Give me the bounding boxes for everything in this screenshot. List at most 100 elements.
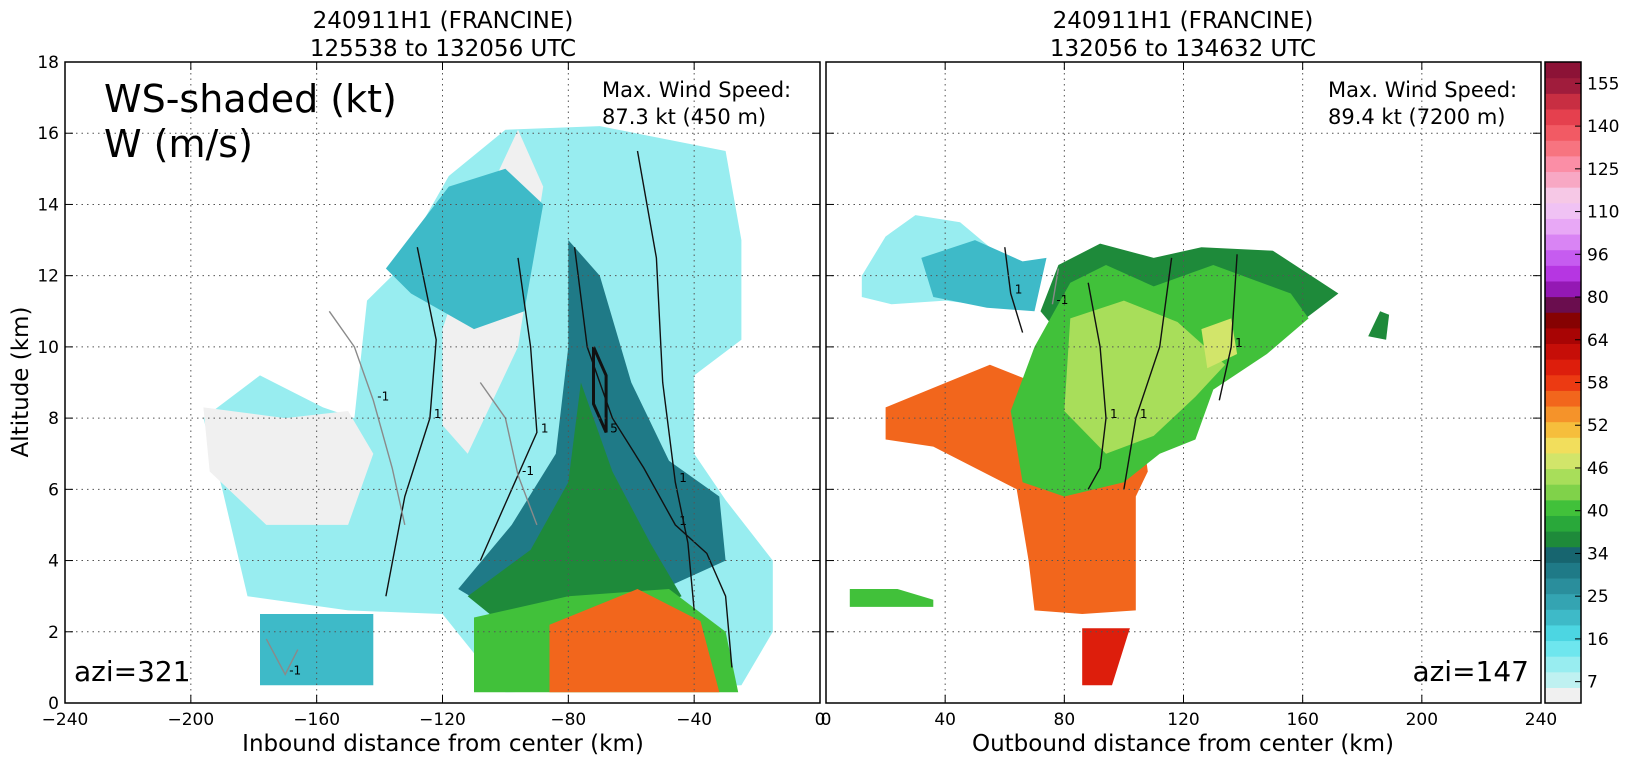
inbound-wind-shading [203, 126, 773, 693]
inbound-w-contour-label: -1 [522, 464, 534, 478]
inbound-field-purple-base [549, 589, 720, 693]
outbound-w-contour-5 [1051, 268, 1060, 305]
colorbar-swatch [1545, 374, 1581, 391]
outbound-field-dark-red [1064, 300, 1226, 454]
colorbar-tick-label: 110 [1587, 203, 1619, 223]
colorbar-swatch [1545, 640, 1581, 657]
inbound-w-contour-8 [265, 638, 299, 677]
outbound-x-tick-label: 240 [1525, 710, 1557, 730]
colorbar-swatch [1545, 671, 1581, 688]
outbound-w-contour-label: -1 [1056, 293, 1068, 307]
colorbar-swatch [1545, 187, 1581, 204]
outbound-w-contours: 1 1 1 1 -1 [1004, 247, 1243, 490]
colorbar-swatch [1545, 202, 1581, 219]
outbound-wind-shading [849, 215, 1390, 686]
outbound-field-purple-low [1082, 628, 1130, 686]
colorbar-swatch [1545, 155, 1581, 173]
colorbar-swatch [1545, 77, 1581, 94]
colorbar-swatch [1545, 609, 1581, 626]
outbound-w-contour-label: 1 [1140, 407, 1148, 421]
colorbar-swatch [1545, 624, 1581, 642]
y-tick-label: 4 [48, 552, 59, 572]
colorbar-tick-label: 155 [1587, 74, 1619, 94]
outbound-x-tick-label: 40 [934, 710, 956, 730]
colorbar-tick-label: 40 [1587, 502, 1609, 522]
colorbar-swatch [1545, 452, 1581, 470]
outbound-w-contour-3 [1218, 254, 1238, 401]
inbound-w-contour-3 [592, 346, 608, 434]
outbound-x-tick-label: 200 [1406, 710, 1438, 730]
colorbar-tick-label: 125 [1587, 160, 1619, 180]
colorbar-tick-label: 96 [1587, 245, 1609, 265]
colorbar-swatch [1545, 405, 1581, 423]
inbound-w-contour-label: -1 [289, 664, 301, 678]
outbound-w-contour-1 [1087, 282, 1107, 490]
colorbar-swatch [1545, 499, 1581, 516]
colorbar-swatch [1545, 93, 1581, 110]
inbound-x-tick-label: −160 [293, 710, 340, 730]
inbound-field-yellow-band [467, 382, 682, 632]
inbound-max-wind-value: 87.3 kt (450 m) [602, 105, 766, 129]
colorbar-tick-label: 34 [1587, 544, 1609, 564]
inbound-x-axis-label: Inbound distance from center (km) [242, 731, 644, 757]
inbound-max-wind-label: Max. Wind Speed: [602, 78, 791, 102]
colorbar-swatch [1545, 280, 1581, 298]
outbound-subtitle: 132056 to 134632 UTC [1050, 36, 1316, 62]
inbound-w-contour-6 [328, 310, 406, 526]
colorbar-swatch [1545, 62, 1581, 79]
colorbar-swatch [1545, 249, 1581, 266]
outbound-w-contour-label: 1 [1110, 407, 1118, 421]
outbound-max-wind-label: Max. Wind Speed: [1328, 78, 1517, 102]
inbound-w-contour-5 [385, 247, 437, 597]
outbound-x-tick-label: 80 [1054, 710, 1076, 730]
y-tick-label: 18 [37, 53, 59, 73]
colorbar-swatch [1545, 468, 1581, 485]
colorbar-swatch [1545, 421, 1581, 438]
colorbar-swatch [1545, 124, 1581, 141]
colorbar-swatch [1545, 327, 1581, 345]
outbound-x-tick-label: 120 [1167, 710, 1199, 730]
y-tick-label: 2 [48, 623, 59, 643]
outbound-field-maroon-spot [1201, 318, 1238, 369]
y-tick-label: 6 [48, 480, 59, 500]
inbound-w-contour-label: 5 [610, 421, 618, 435]
y-tick-label: 8 [48, 409, 59, 429]
inbound-w-contour-label: 1 [434, 407, 442, 421]
colorbar-swatch [1545, 108, 1581, 126]
outbound-azimuth-label: azi=147 [1412, 655, 1529, 688]
inbound-x-tick-label: −40 [676, 710, 712, 730]
outbound-w-contour-2 [1123, 257, 1173, 490]
outbound-panel: 240911H1 (FRANCINE) 132056 to 134632 UTC… [821, 8, 1558, 757]
y-tick-label: 12 [37, 267, 59, 287]
inbound-w-contour-2 [636, 150, 695, 611]
colorbar-tick-label: 7 [1587, 673, 1598, 693]
colorbar-swatch [1545, 656, 1581, 673]
outbound-x-tick-label: 160 [1286, 710, 1318, 730]
y-tick-label: 10 [37, 338, 59, 358]
inbound-x-tick-label: 0 [815, 710, 826, 730]
colorbar-tick-label: 46 [1587, 459, 1609, 479]
inbound-field-left-light-patch [203, 407, 374, 525]
colorbar-tick-label: 64 [1587, 331, 1609, 351]
y-tick-label: 0 [48, 694, 59, 714]
colorbar-ticks: 7 16 25 34 40 46 52 58 64 80 96 110 125 140 155 [1575, 74, 1619, 693]
colorbar-swatch [1545, 296, 1581, 313]
colorbar-swatch [1545, 437, 1581, 454]
colorbar-swatch [1545, 140, 1581, 157]
y-tick-label: 16 [37, 124, 59, 144]
colorbar-tick-label: 25 [1587, 587, 1609, 607]
inbound-w-contour-label: -1 [377, 389, 389, 403]
field-annotation-line-1: WS-shaded (kt) [104, 77, 397, 121]
outbound-w-contour-label: 1 [1235, 336, 1243, 350]
colorbar-tick-label: 80 [1587, 288, 1609, 308]
colorbar-swatch [1545, 577, 1581, 595]
colorbar-swatch [1545, 390, 1581, 407]
outbound-field-teal-left [921, 240, 1047, 312]
inbound-x-tick-label: −200 [167, 710, 214, 730]
inbound-w-contour-7 [479, 382, 538, 526]
colorbar-swatch [1545, 265, 1581, 282]
colorbar-swatch [1545, 546, 1581, 563]
outbound-max-wind-value: 89.4 kt (7200 m) [1328, 105, 1505, 129]
colorbar-tick-label: 140 [1587, 117, 1619, 137]
